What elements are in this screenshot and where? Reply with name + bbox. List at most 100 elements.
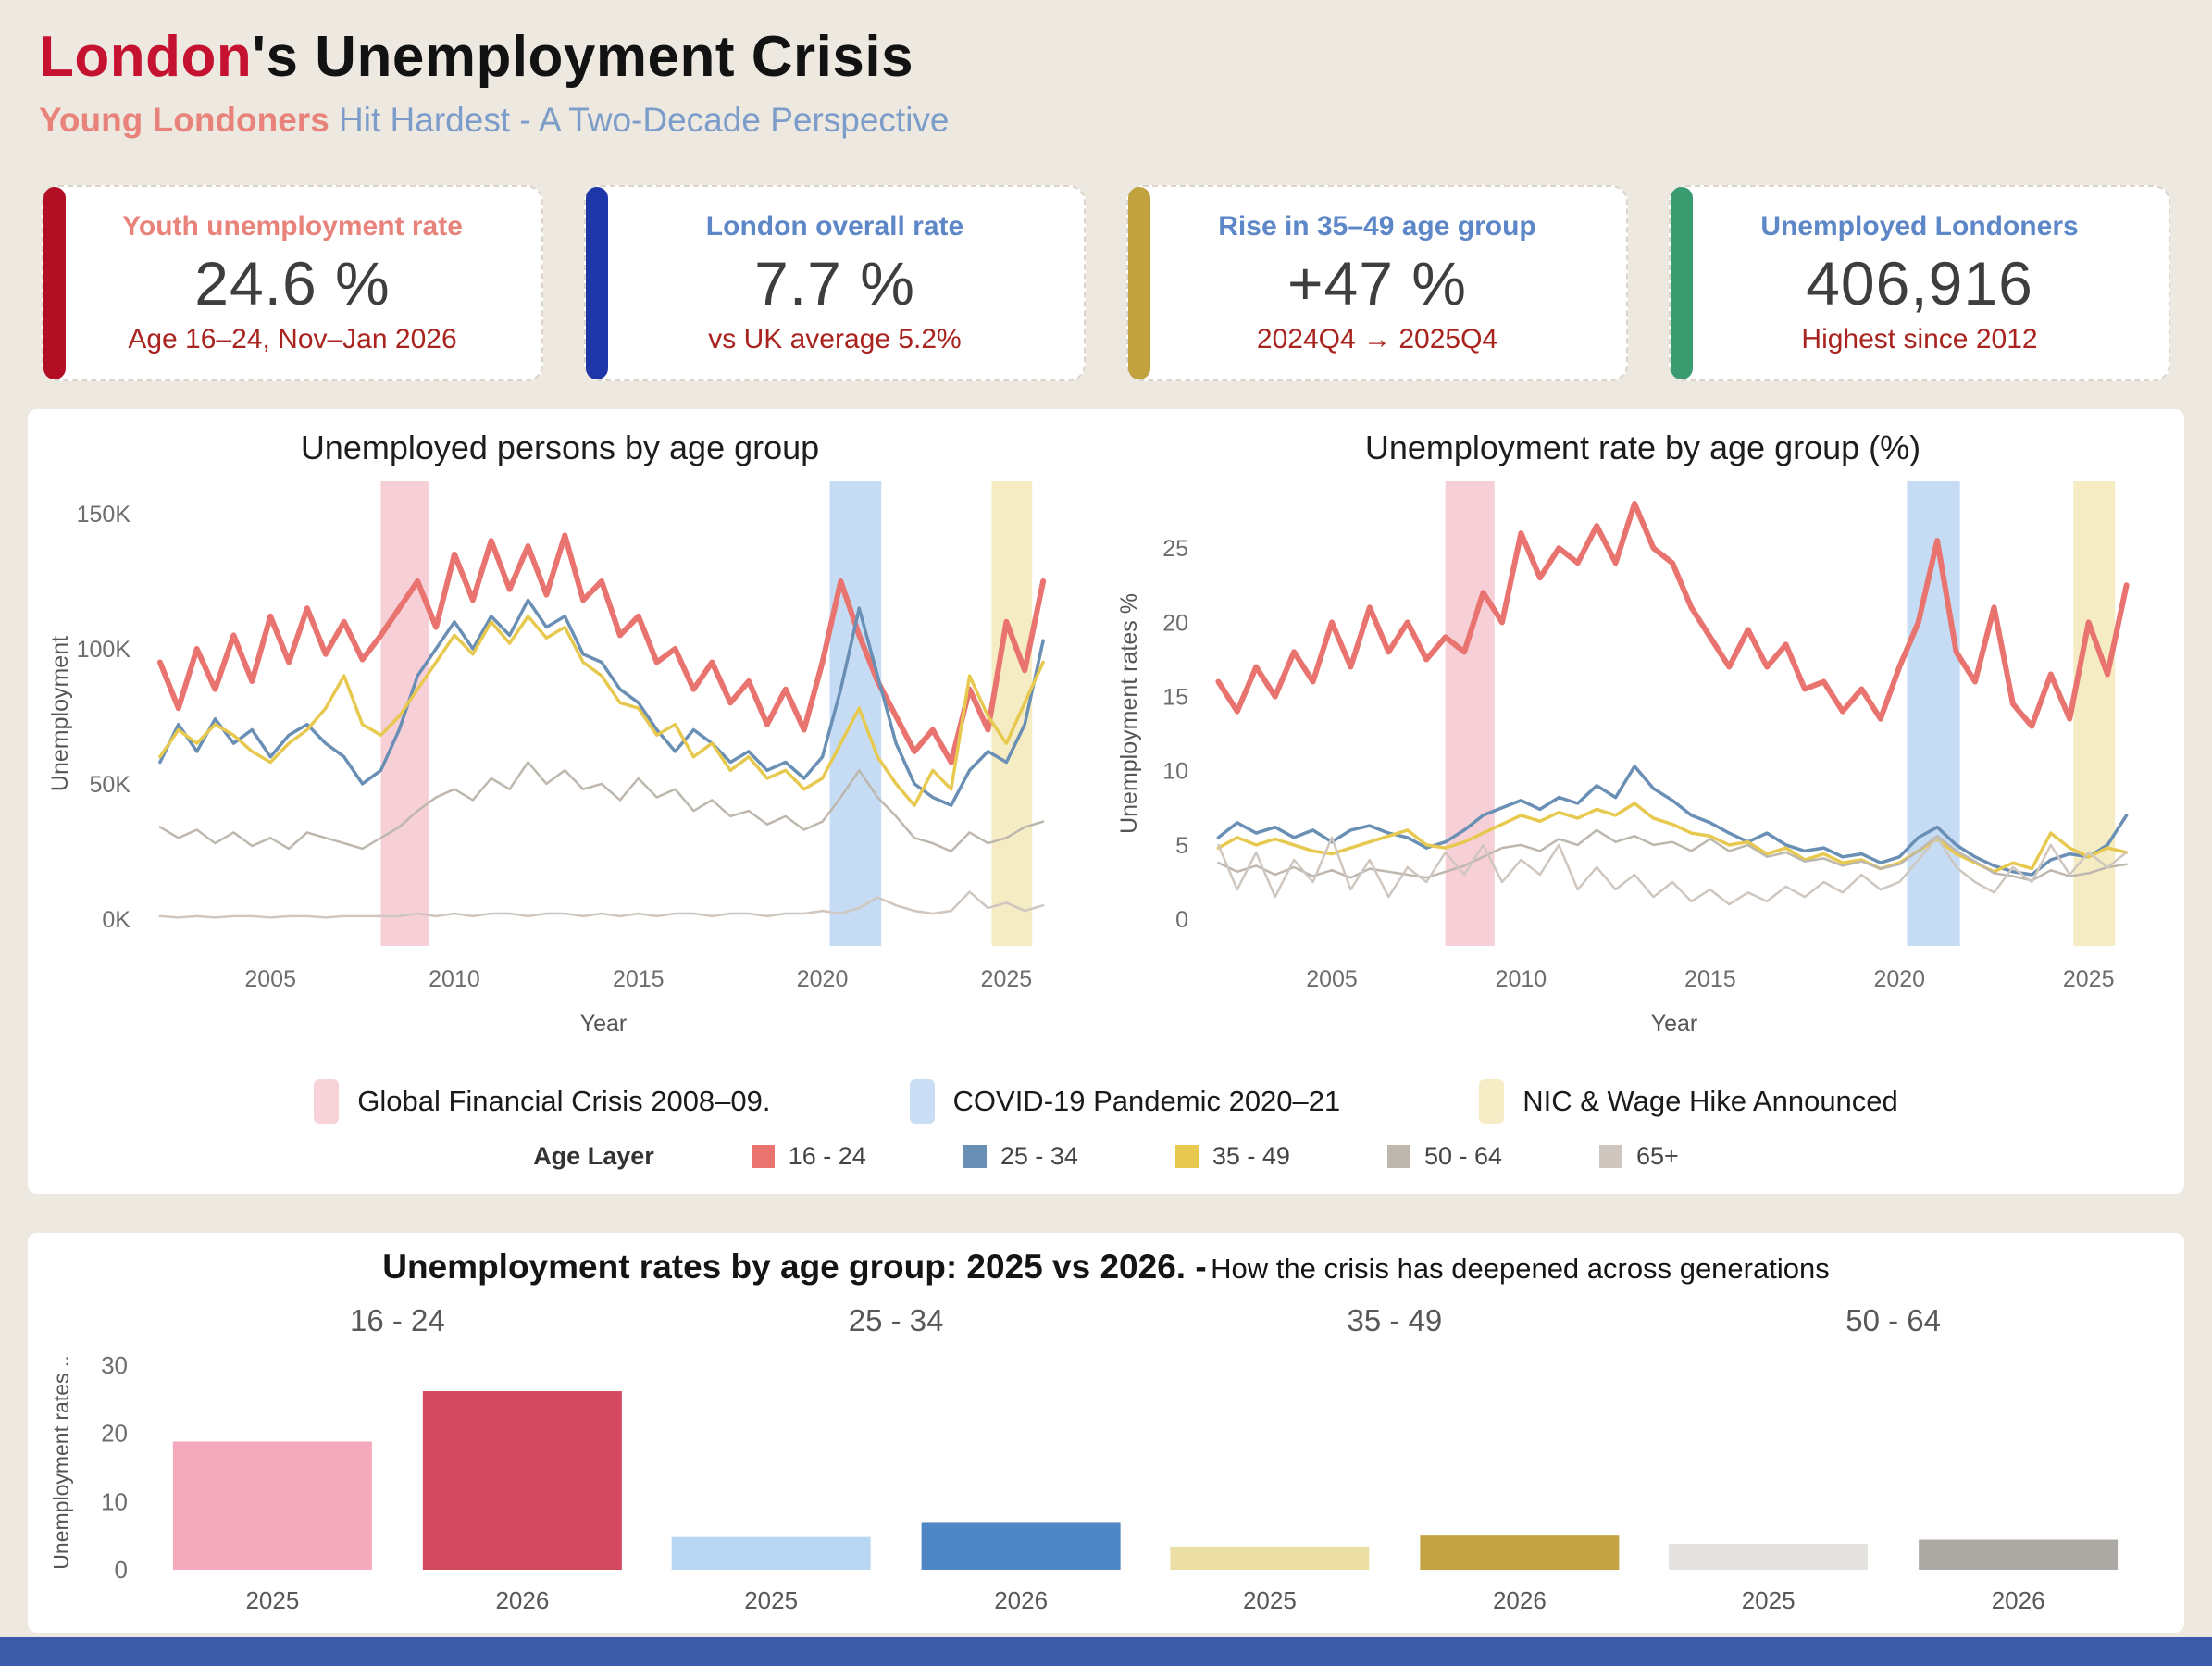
chart-title-persons: Unemployed persons by age group (300, 429, 820, 466)
age-legend-item-25-34[interactable]: 25 - 34 (963, 1142, 1078, 1171)
bar-chart-title: Unemployment rates by age group: 2025 vs… (28, 1248, 2184, 1287)
line-charts-panel: Unemployed persons by age group 0K 50K 100… (28, 409, 2184, 1194)
age-swatch-16-24 (751, 1145, 775, 1168)
bar-25-34-2025[interactable] (671, 1536, 871, 1570)
x-tick-label: 2010 (1496, 966, 1547, 992)
legend-item-covid[interactable]: COVID-19 Pandemic 2020–21 (909, 1079, 1341, 1124)
chart-title-rates: Unemployment rate by age group (%) (1364, 429, 1921, 466)
bar-25-34-2026[interactable] (921, 1522, 1121, 1570)
age-swatch-25-34 (963, 1145, 987, 1168)
legend-label: 65+ (1636, 1142, 1679, 1170)
kpi-value: 24.6 % (194, 249, 391, 317)
series-line-65+[interactable] (158, 890, 1045, 919)
y-tick-label: 25 (1162, 536, 1188, 562)
x-tick-label: 2026 (495, 1586, 549, 1614)
age-legend-item-35-49[interactable]: 35 - 49 (1174, 1142, 1290, 1171)
bar-35-49-2025[interactable] (1170, 1546, 1370, 1570)
age-layer-legend: Age Layer 16 - 24 25 - 34 35 - 49 50 - 6… (28, 1142, 2184, 1171)
chart-persons-block: Unemployed persons by age group 0K 50K 100… (42, 424, 1078, 1043)
header: London's Unemployment Crisis Young Londo… (39, 24, 950, 140)
x-tick-label: 2026 (1992, 1586, 2045, 1614)
y-tick-label: 15 (1162, 685, 1188, 711)
event-band-nic (991, 481, 1033, 946)
card-accent-bar (43, 187, 66, 379)
y-tick-label: 10 (101, 1487, 128, 1515)
x-tick-label: 2005 (244, 966, 296, 992)
y-axis-label: Unemployment (47, 636, 73, 791)
x-tick-label: 2015 (1684, 966, 1736, 992)
kpi-subtext: Age 16–24, Nov–Jan 2026 (128, 324, 457, 354)
bar-16-24-2025[interactable] (172, 1441, 372, 1570)
y-tick-label: 0 (115, 1556, 128, 1584)
x-tick-label: 2025 (2063, 966, 2115, 992)
covid-band-swatch (909, 1079, 935, 1124)
kpi-card-unemployed-total: Unemployed Londoners 406,916 Highest sin… (1669, 185, 2170, 381)
legend-label: 25 - 34 (1000, 1142, 1078, 1170)
series-line-65+[interactable] (1217, 836, 2128, 906)
age-swatch-35-49 (1174, 1145, 1199, 1168)
x-tick-label: 2025 (981, 966, 1033, 992)
x-tick-label: 2025 (744, 1586, 798, 1614)
kpi-card-row: Youth unemployment rate 24.6 % Age 16–24… (42, 185, 2170, 381)
line-chart-persons[interactable]: 0K 50K 100K 150K 2005 2010 2015 2020 2025 Year Une… (42, 472, 1078, 1038)
group-header-25-34: 25 - 34 (849, 1303, 944, 1337)
legend-item-gfc[interactable]: Global Financial Crisis 2008–09. (314, 1079, 771, 1124)
nic-band-swatch (1479, 1079, 1505, 1124)
series-line-25-34[interactable] (158, 598, 1045, 807)
legend-label: Global Financial Crisis 2008–09. (357, 1085, 771, 1117)
kpi-card-rise-35-49: Rise in 35–49 age group +47 % 2024Q4 → 2… (1126, 185, 1628, 381)
age-legend-item-16-24[interactable]: 16 - 24 (751, 1142, 866, 1171)
x-axis-label: Year (580, 1011, 628, 1037)
card-accent-bar (1128, 187, 1150, 379)
series-line-25-34[interactable] (1216, 765, 2129, 877)
group-header-16-24: 16 - 24 (350, 1303, 445, 1337)
event-band-nic (2073, 481, 2116, 946)
bar-50-64-2026[interactable] (1919, 1539, 2119, 1570)
y-tick-label: 30 (101, 1351, 128, 1379)
page-subtitle-rest: Hit Hardest - A Two-Decade Perspective (329, 101, 950, 139)
y-tick-label: 100K (77, 637, 131, 663)
y-tick-label: 0K (102, 907, 130, 933)
kpi-subtext: Highest since 2012 (1801, 324, 2038, 354)
page-title-rest: 's Unemployment Crisis (252, 25, 914, 89)
chart-rates-block: Unemployment rate by age group (%) 0 5 10 1… (1111, 424, 2175, 1043)
x-axis-label: Year (1651, 1011, 1698, 1037)
page-subtitle: Young Londoners Hit Hardest - A Two-Deca… (39, 101, 950, 140)
kpi-card-youth-rate: Youth unemployment rate 24.6 % Age 16–24… (42, 185, 543, 381)
kpi-value: 7.7 % (754, 249, 915, 317)
bar-50-64-2025[interactable] (1669, 1544, 1869, 1570)
legend-label: COVID-19 Pandemic 2020–21 (952, 1085, 1341, 1117)
x-tick-label: 2010 (429, 966, 480, 992)
age-legend-item-50-64[interactable]: 50 - 64 (1386, 1142, 1502, 1171)
bar-chart-panel: Unemployment rates by age group: 2025 vs… (28, 1233, 2184, 1633)
bar-chart-comparison[interactable]: 0 10 20 30 Unemployment rates .. 16 - 24 2025 2… (37, 1299, 2175, 1625)
series-line-50-64[interactable] (158, 761, 1045, 853)
kpi-label: London overall rate (705, 211, 964, 242)
series-line-16-24[interactable] (156, 532, 1047, 765)
bar-16-24-2026[interactable] (422, 1391, 622, 1570)
kpi-label: Rise in 35–49 age group (1218, 211, 1536, 242)
x-tick-label: 2015 (613, 966, 665, 992)
series-line-35-49[interactable] (158, 615, 1045, 807)
x-tick-label: 2005 (1306, 966, 1358, 992)
y-tick-label: 20 (101, 1420, 128, 1448)
series-line-35-49[interactable] (1216, 802, 2129, 874)
kpi-value: 406,916 (1806, 249, 2033, 317)
series-line-16-24[interactable] (1215, 501, 2130, 729)
x-tick-label: 2025 (1243, 1586, 1297, 1614)
y-tick-label: 0 (1175, 907, 1188, 933)
legend-item-nic[interactable]: NIC & Wage Hike Announced (1479, 1079, 1898, 1124)
age-legend-item-65plus[interactable]: 65+ (1599, 1142, 1679, 1171)
kpi-card-overall-rate: London overall rate 7.7 % vs UK average … (584, 185, 1086, 381)
kpi-label: Unemployed Londoners (1760, 211, 2079, 242)
legend-label: 35 - 49 (1212, 1142, 1290, 1170)
page-title-accent: London (39, 25, 253, 89)
x-tick-label: 2026 (994, 1586, 1048, 1614)
series-line-50-64[interactable] (1217, 828, 2128, 882)
kpi-subtext: 2024Q4 → 2025Q4 (1256, 324, 1498, 354)
legend-label: 50 - 64 (1423, 1142, 1502, 1170)
bar-35-49-2026[interactable] (1420, 1535, 1620, 1570)
bar-chart-title-main: Unemployment rates by age group: 2025 vs… (382, 1248, 1207, 1286)
